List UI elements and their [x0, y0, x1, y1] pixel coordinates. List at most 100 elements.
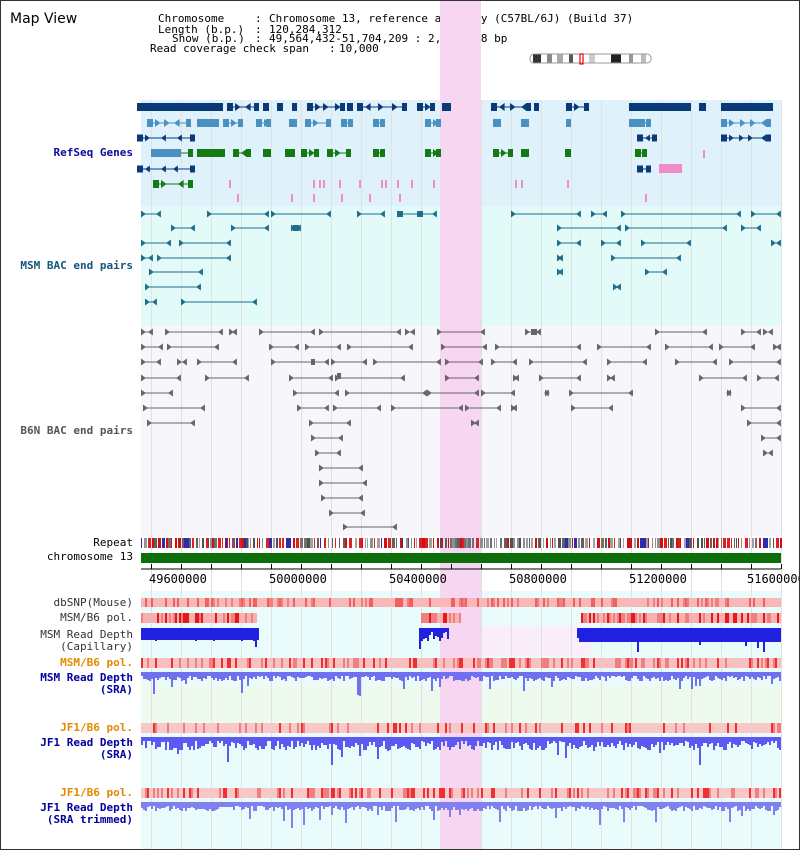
depth-bar — [147, 737, 149, 741]
depth-bar — [269, 802, 271, 808]
depth-bar — [681, 672, 683, 681]
depth-bar — [315, 802, 317, 807]
track-label-b6n-bac[interactable]: B6N BAC end pairs — [20, 424, 133, 437]
track-label-repeat[interactable]: Repeat — [93, 536, 133, 549]
bac-end-arrow — [576, 343, 581, 351]
heat-cell — [517, 598, 519, 607]
heat-cell — [143, 658, 145, 668]
depth-bar — [171, 672, 173, 687]
heat-cell — [327, 723, 329, 733]
heat-cell — [155, 658, 157, 668]
track-label-chromosome[interactable]: chromosome 13 — [46, 550, 133, 563]
depth-bar — [259, 737, 261, 746]
heat-cell — [757, 598, 759, 607]
depth-bar — [583, 737, 585, 741]
strand-arrow — [161, 134, 166, 142]
depth-bar — [461, 802, 463, 809]
depth-bar — [169, 802, 171, 811]
heat-cell — [575, 658, 577, 668]
heat-cell — [509, 658, 511, 668]
heat-cell — [307, 788, 309, 798]
heat-cell — [719, 658, 721, 668]
depth-bar — [239, 737, 241, 744]
heat-cell — [379, 788, 381, 798]
heat-cell — [583, 723, 585, 733]
chromosome-ideogram[interactable] — [529, 53, 653, 65]
depth-bar — [545, 737, 547, 748]
bac-end-arrow — [474, 419, 479, 427]
heat-cell — [543, 723, 545, 733]
heat-cell — [171, 788, 173, 798]
heat-cell — [697, 723, 699, 733]
repeat-element — [225, 538, 228, 548]
heat-cell — [723, 723, 725, 733]
depth-bar — [243, 802, 245, 809]
track-label-msm-read-sra-1[interactable]: MSM Read Depth — [40, 671, 133, 684]
heat-cell — [489, 788, 491, 798]
depth-bar — [385, 672, 387, 677]
gene-exon — [526, 103, 531, 111]
track-label-refseq[interactable]: RefSeq Genes — [53, 146, 133, 159]
repeat-element — [324, 538, 326, 548]
depth-bar — [621, 672, 623, 677]
heat-cell — [363, 598, 365, 607]
bac-end-arrow — [232, 358, 237, 366]
heat-cell — [215, 598, 217, 607]
track-label-jf1-trim-1[interactable]: JF1 Read Depth — [40, 801, 133, 814]
repeat-element — [546, 538, 548, 548]
heat-cell — [423, 613, 425, 623]
depth-bar — [547, 802, 549, 806]
bac-block — [337, 373, 341, 379]
heat-cell — [321, 658, 323, 668]
heat-cell — [619, 658, 621, 668]
heat-cell — [427, 658, 429, 668]
heat-cell — [679, 788, 681, 798]
repeat-element — [365, 538, 366, 548]
depth-bar — [263, 672, 265, 679]
heat-cell — [159, 613, 161, 623]
track-label-msm-b6-pol-2[interactable]: MSM/B6 pol. — [60, 656, 133, 669]
heat-cell — [181, 613, 183, 623]
heat-cell — [615, 598, 617, 607]
heat-cell — [221, 788, 223, 798]
repeat-element — [257, 538, 258, 548]
track-label-jf1-b6-pol-2[interactable]: JF1/B6 pol. — [60, 786, 133, 799]
heat-cell — [263, 788, 265, 798]
heat-cell — [339, 788, 341, 798]
depth-bar — [337, 737, 339, 749]
depth-bar — [519, 737, 521, 746]
depth-bar — [253, 802, 255, 811]
bac-end-arrow — [362, 479, 367, 487]
depth-bar — [751, 802, 753, 809]
repeat-element — [202, 538, 204, 548]
heat-cell — [377, 723, 379, 733]
heat-cell — [653, 613, 655, 623]
depth-bar — [151, 802, 153, 809]
repeat-element — [187, 538, 190, 548]
heat-cell — [733, 598, 735, 607]
gene-exon — [254, 103, 259, 111]
depth-bar — [393, 672, 395, 677]
depth-bar — [773, 802, 775, 815]
heat-cell — [535, 658, 537, 668]
depth-bar — [251, 672, 253, 679]
depth-bar — [523, 737, 525, 744]
track-label-dbsnp[interactable]: dbSNP(Mouse) — [53, 596, 133, 609]
depth-bar — [599, 737, 601, 746]
track-label-msm-read-cap-1[interactable]: MSM Read Depth — [40, 628, 133, 641]
heat-cell — [585, 613, 587, 623]
track-label-msm-bac[interactable]: MSM BAC end pairs — [20, 259, 133, 272]
track-label-jf1-b6-pol-1[interactable]: JF1/B6 pol. — [60, 721, 133, 734]
heat-cell — [477, 723, 479, 733]
depth-bar — [425, 628, 427, 638]
repeat-element — [448, 538, 449, 548]
heat-cell — [729, 658, 731, 668]
depth-bar — [153, 802, 155, 806]
track-label-msm-b6-pol-1[interactable]: MSM/B6 pol. — [60, 611, 133, 624]
depth-bar — [411, 672, 413, 678]
track-label-jf1-read-sra-1[interactable]: JF1 Read Depth — [40, 736, 133, 749]
depth-bar — [485, 737, 487, 748]
heat-cell — [639, 788, 641, 798]
depth-bar — [231, 737, 233, 742]
